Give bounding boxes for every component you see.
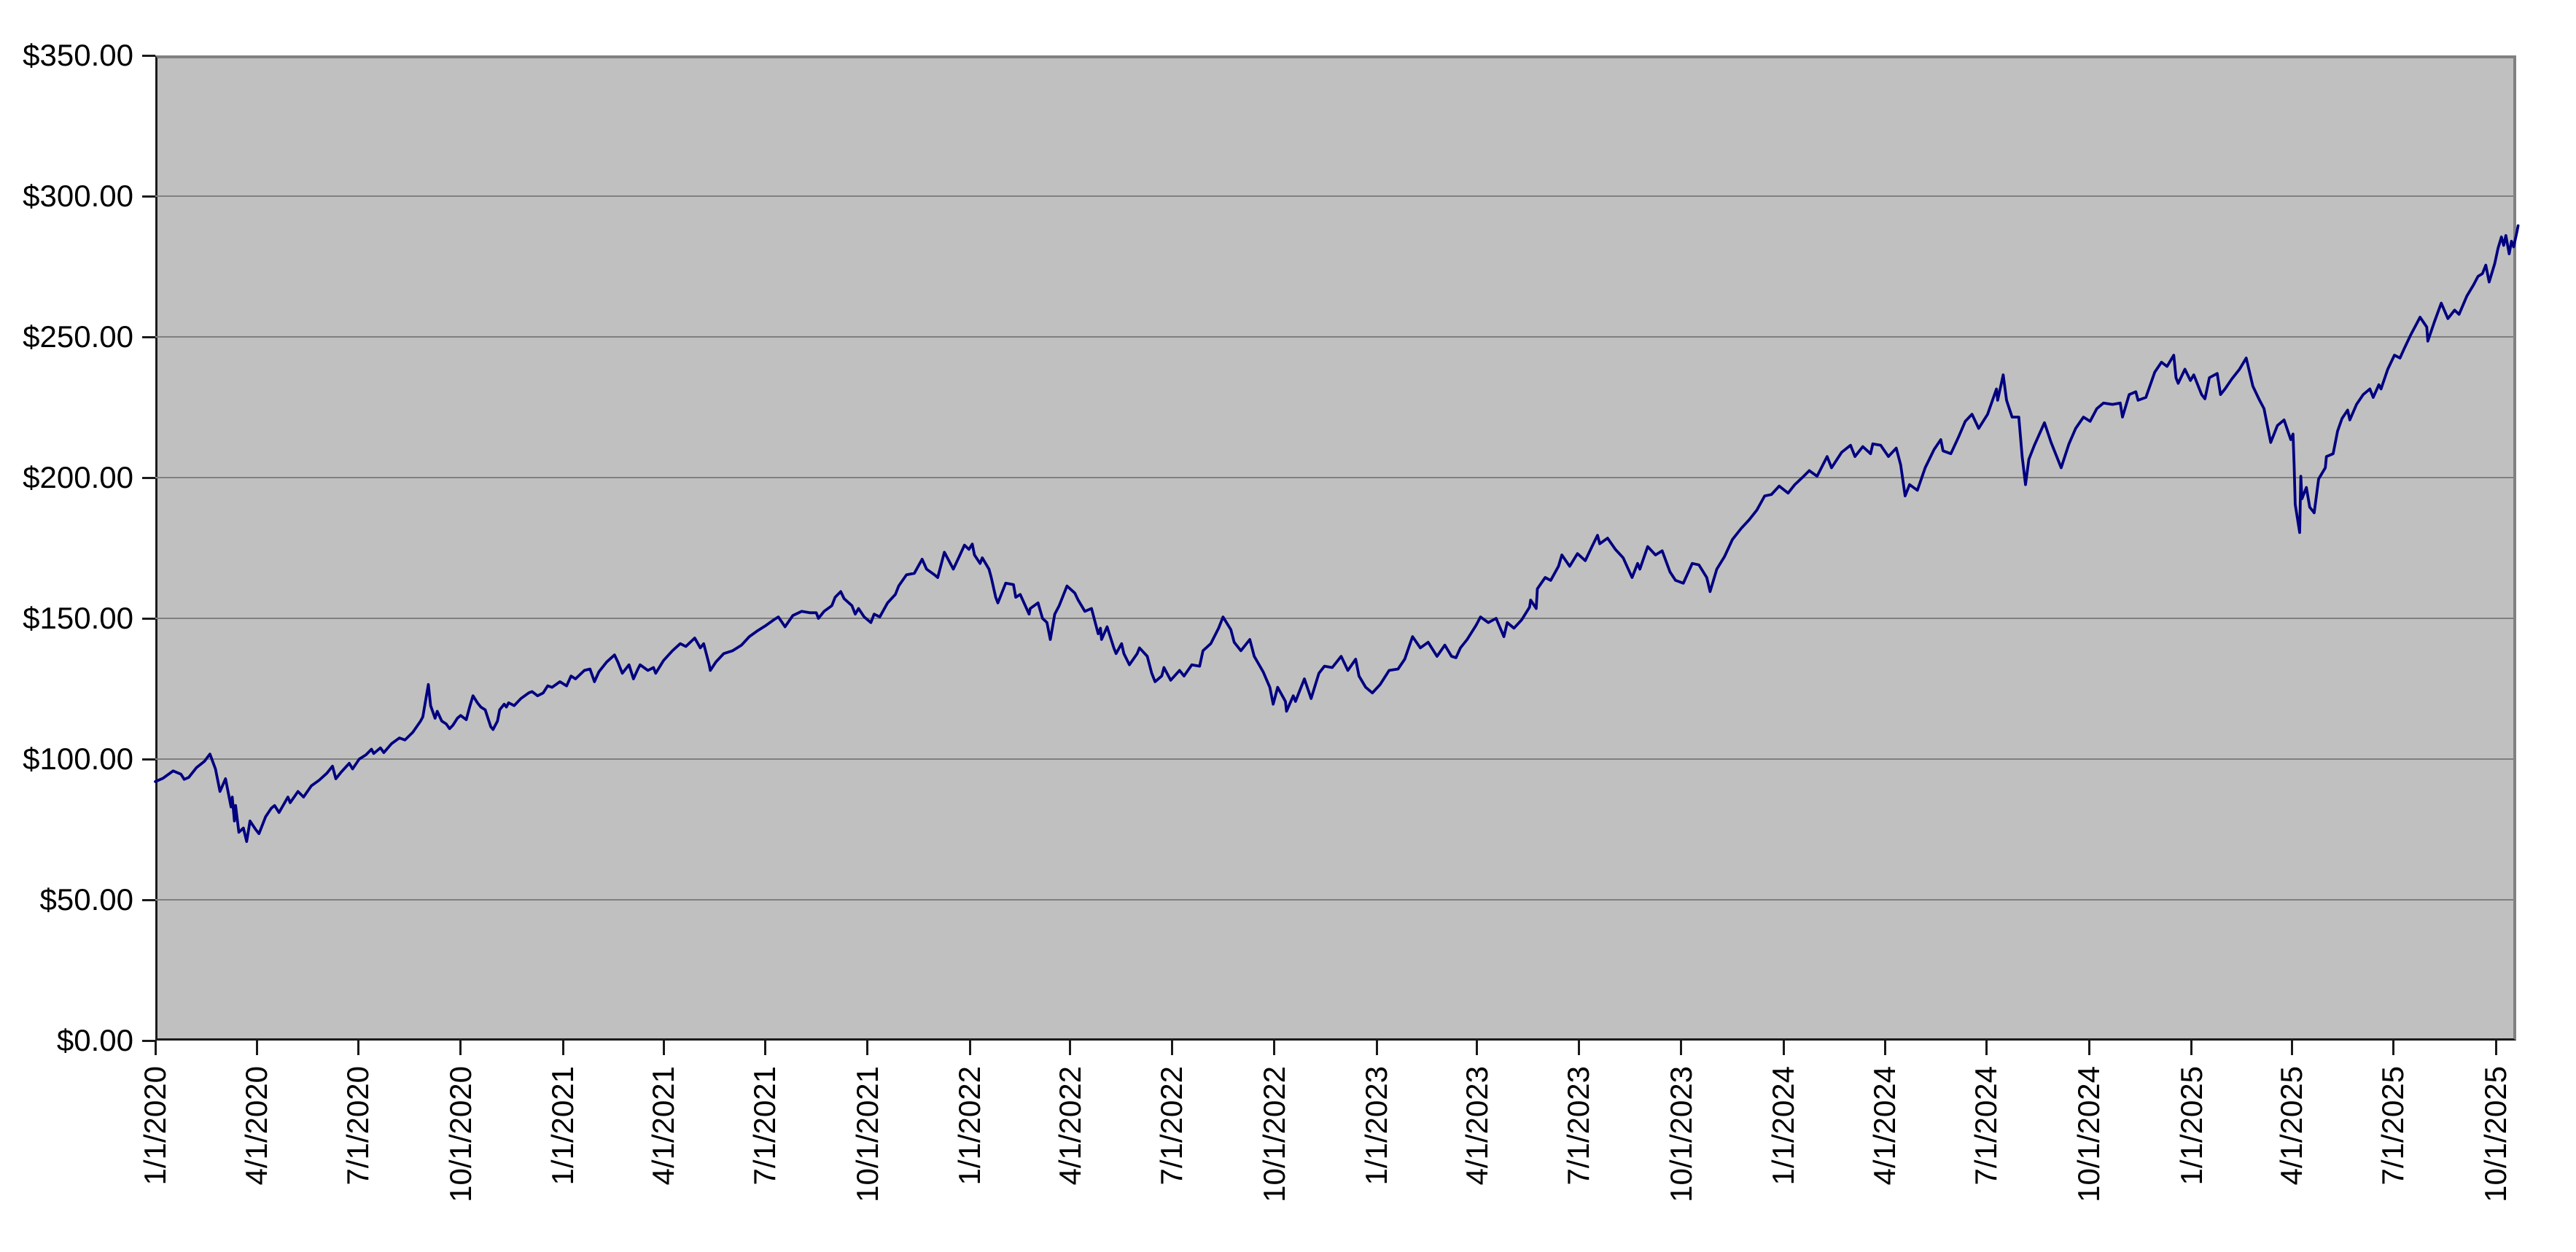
y-axis-label: $200.00 xyxy=(23,460,133,494)
y-axis-tick xyxy=(142,898,155,901)
x-axis-tick xyxy=(2392,1041,2394,1055)
y-axis-label: $300.00 xyxy=(23,179,133,213)
y-axis-label: $0.00 xyxy=(56,1023,133,1057)
gridline-y xyxy=(155,477,2516,478)
y-axis-tick xyxy=(142,54,155,57)
x-axis-tick xyxy=(2494,1041,2497,1055)
gridline-y xyxy=(155,758,2516,760)
x-axis-tick xyxy=(866,1041,869,1055)
y-axis-label: $100.00 xyxy=(23,742,133,776)
x-axis-tick xyxy=(154,1041,157,1055)
gridline-y xyxy=(155,899,2516,901)
y-axis-tick xyxy=(142,1039,155,1042)
y-axis-label: $150.00 xyxy=(23,601,133,635)
y-axis-label: $250.00 xyxy=(23,319,133,354)
y-axis-tick xyxy=(142,476,155,479)
gridline-y xyxy=(155,336,2516,338)
x-axis-tick xyxy=(459,1041,462,1055)
x-axis-tick xyxy=(1170,1041,1173,1055)
y-axis-label: $50.00 xyxy=(39,882,133,917)
y-axis-tick xyxy=(142,195,155,198)
x-axis-tick xyxy=(1069,1041,1072,1055)
x-axis-tick xyxy=(2190,1041,2193,1055)
x-axis-tick xyxy=(968,1041,971,1055)
y-axis-label: $350.00 xyxy=(23,38,133,72)
x-axis-tick xyxy=(1577,1041,1580,1055)
x-axis-tick xyxy=(2087,1041,2090,1055)
x-axis-tick xyxy=(1985,1041,1988,1055)
x-axis-tick xyxy=(763,1041,766,1055)
x-axis-tick xyxy=(255,1041,258,1055)
x-axis-tick xyxy=(1782,1041,1785,1055)
x-axis-tick xyxy=(357,1041,359,1055)
gridline-y xyxy=(155,618,2516,619)
y-axis-tick xyxy=(142,758,155,761)
price-series-line xyxy=(154,224,2520,843)
x-axis-tick xyxy=(1375,1041,1378,1055)
x-axis-tick xyxy=(1476,1041,1479,1055)
y-axis-tick xyxy=(142,335,155,338)
gridline-y xyxy=(155,195,2516,197)
x-axis-tick xyxy=(2290,1041,2293,1055)
x-axis-tick xyxy=(662,1041,665,1055)
x-axis-tick xyxy=(1883,1041,1886,1055)
x-axis-tick xyxy=(1680,1041,1683,1055)
y-axis-tick xyxy=(142,617,155,620)
x-axis-tick xyxy=(561,1041,564,1055)
x-axis-tick xyxy=(1273,1041,1276,1055)
plot-area xyxy=(155,55,2516,1041)
